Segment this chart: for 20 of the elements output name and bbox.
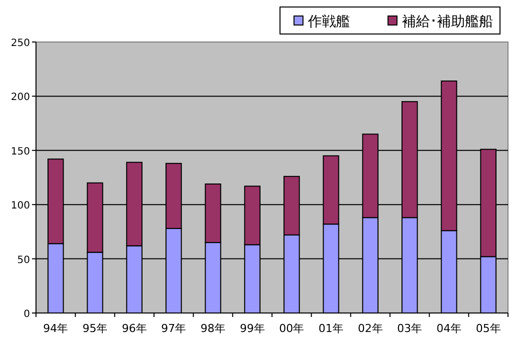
x-tick-label: 94年 [43,322,68,335]
y-tick-label: 0 [24,309,30,320]
legend-label: 補給･補助艦船 [402,14,493,30]
x-tick-label: 97年 [161,322,186,335]
x-tick-label: 95年 [82,322,108,335]
x-tick-label: 00年 [279,322,304,335]
x-tick-label: 02年 [358,322,383,335]
x-tick-label: 04年 [436,322,462,335]
x-tick-label: 01年 [318,322,344,335]
y-tick-label: 50 [17,254,30,266]
y-tick-label: 100 [10,200,30,212]
x-tick-label: 98年 [200,322,226,335]
y-tick-label: 200 [10,92,30,104]
y-tick-label: 250 [10,38,30,49]
legend-label: 作戦艦 [307,14,350,30]
x-tick-label: 03年 [397,322,422,335]
y-tick-label: 150 [10,146,30,158]
x-tick-label: 96年 [122,322,147,335]
x-tick-label: 99年 [240,322,265,335]
x-tick-label: 05年 [476,322,501,335]
